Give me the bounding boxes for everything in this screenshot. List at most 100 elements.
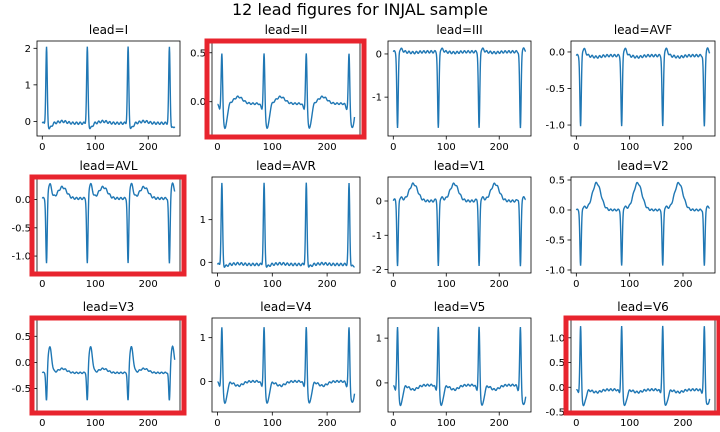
y-tick-label: -0.5 <box>545 408 565 419</box>
x-tick-label: 100 <box>263 142 282 153</box>
subplot-avr: lead=AVR 0 100 200 0 1 <box>200 159 361 290</box>
subplot-title: lead=AVR <box>256 159 316 173</box>
x-tick-label: 100 <box>437 142 456 153</box>
subplot-title: lead=AVL <box>79 159 137 173</box>
subplot-v3: lead=V3 0 100 200 -0.5 0.0 0.5 <box>11 300 187 429</box>
subplot-v6: lead=V6 0 100 200 -0.5 0.0 0.5 1.0 <box>545 300 720 429</box>
x-tick-label: 200 <box>139 142 158 153</box>
y-tick-label: 0.5 <box>15 332 31 343</box>
ecg-series-line <box>217 327 356 405</box>
y-tick-label: -1.0 <box>11 252 31 263</box>
x-tick-label: 0 <box>390 418 396 429</box>
x-tick-label: 0 <box>390 142 396 153</box>
y-tick-label: 0.0 <box>549 383 565 394</box>
x-tick-label: 0 <box>573 279 579 290</box>
ecg-series-line <box>392 182 526 267</box>
ecg-series-line <box>217 53 356 130</box>
y-tick-label: 0 <box>200 258 206 269</box>
y-tick-label: 0.5 <box>549 358 565 369</box>
y-tick-label: -2 <box>372 265 382 276</box>
y-tick-label: -0.5 <box>545 84 565 95</box>
subplot-avf: lead=AVF 0 100 200 -1.0 -0.5 0.0 <box>545 23 716 153</box>
y-tick-label: 0 <box>376 49 382 60</box>
x-tick-label: 200 <box>139 418 158 429</box>
x-tick-label: 200 <box>490 279 509 290</box>
y-tick-label: 1 <box>200 215 206 226</box>
y-tick-label: 2 <box>25 44 31 55</box>
y-tick-label: 0 <box>376 378 382 389</box>
ecg-series-line <box>575 181 710 266</box>
x-tick-label: 0 <box>39 142 45 153</box>
x-tick-label: 0 <box>390 279 396 290</box>
highlight-box <box>204 38 367 140</box>
x-tick-label: 200 <box>673 418 692 429</box>
y-tick-label: -1 <box>372 93 382 104</box>
x-tick-label: 100 <box>86 418 105 429</box>
x-tick-label: 0 <box>39 279 45 290</box>
y-tick-label: 1 <box>25 80 31 91</box>
y-tick-label: -0.5 <box>11 384 31 395</box>
y-tick-label: 0.0 <box>15 358 31 369</box>
x-tick-label: 100 <box>86 279 105 290</box>
ecg-series-line <box>575 47 711 127</box>
subplot-ii: lead=II 0 100 200 0.0 0.5 <box>190 23 367 153</box>
y-tick-label: 0.0 <box>549 47 565 58</box>
ecg-series-line <box>41 345 176 401</box>
x-tick-label: 200 <box>318 418 337 429</box>
x-tick-label: 0 <box>573 142 579 153</box>
figure-title: 12 lead figures for INJAL sample <box>232 0 488 19</box>
subplot-title: lead=AVF <box>614 23 672 37</box>
subplot-v1: lead=V1 0 100 200 -2 -1 0 <box>372 159 532 290</box>
x-tick-label: 200 <box>673 142 692 153</box>
y-tick-label: 0.0 <box>15 195 31 206</box>
subplot-v2: lead=V2 0 100 200 -1.0 -0.5 0.0 0.5 <box>545 159 716 290</box>
y-tick-label: 1 <box>200 333 206 344</box>
y-tick-label: -0.5 <box>11 223 31 234</box>
x-tick-label: 0 <box>39 418 45 429</box>
axes-frame <box>211 40 361 137</box>
y-tick-label: -1.0 <box>545 121 565 132</box>
y-tick-label: 1 <box>376 334 382 345</box>
ecg-series-line <box>41 182 176 264</box>
highlight-box <box>29 315 187 416</box>
axes-frame <box>570 176 716 274</box>
subplot-title: lead=V5 <box>434 300 486 314</box>
ecg-series-line <box>216 182 355 268</box>
subplot-i: lead=I 0 100 200 0 1 2 <box>25 23 181 153</box>
x-tick-label: 200 <box>490 142 509 153</box>
ecg-series-line <box>41 46 176 130</box>
x-tick-label: 100 <box>620 418 639 429</box>
axes-frame <box>36 317 181 413</box>
y-tick-label: 1.0 <box>549 333 565 344</box>
x-tick-label: 100 <box>263 418 282 429</box>
x-tick-label: 200 <box>673 279 692 290</box>
y-tick-label: 0 <box>200 377 206 388</box>
axes-frame <box>387 40 532 137</box>
x-tick-label: 200 <box>318 142 337 153</box>
axes-frame <box>570 317 716 413</box>
ecg-series-line <box>393 326 527 407</box>
y-tick-label: 0.0 <box>549 206 565 217</box>
y-tick-label: 0 <box>25 117 31 128</box>
y-tick-label: -1 <box>372 231 382 242</box>
x-tick-label: 100 <box>86 142 105 153</box>
y-tick-label: -1.0 <box>545 266 565 277</box>
x-tick-label: 200 <box>490 418 509 429</box>
highlight-box <box>29 174 187 277</box>
x-tick-label: 100 <box>263 279 282 290</box>
ecg-series-line <box>392 47 527 129</box>
subplot-title: lead=V2 <box>617 159 669 173</box>
y-tick-label: 0.0 <box>190 97 206 108</box>
ecg-series-line <box>575 325 711 407</box>
x-tick-label: 200 <box>139 279 158 290</box>
y-tick-label: 0 <box>376 197 382 208</box>
x-tick-label: 0 <box>214 279 220 290</box>
subplot-v4: lead=V4 0 100 200 0 1 <box>200 300 361 429</box>
x-tick-label: 100 <box>437 418 456 429</box>
axes-frame <box>211 176 361 274</box>
subplot-title: lead=V4 <box>260 300 312 314</box>
subplot-title: lead=I <box>89 23 128 37</box>
y-tick-label: 0.5 <box>190 48 206 59</box>
